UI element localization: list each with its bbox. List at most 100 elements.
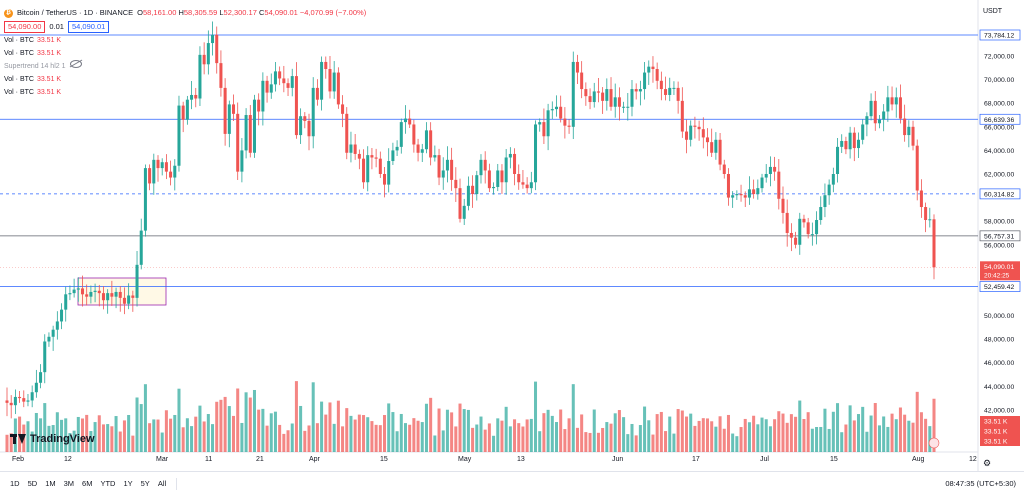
volume-bar[interactable] [718, 416, 722, 452]
candle-body[interactable] [240, 150, 244, 172]
candle-body[interactable] [827, 184, 831, 196]
candle-body[interactable] [538, 122, 542, 125]
volume-bar[interactable] [391, 412, 395, 452]
candle-body[interactable] [190, 94, 194, 100]
volume-bar[interactable] [26, 421, 30, 452]
volume-bar[interactable] [236, 388, 240, 452]
candle-body[interactable] [39, 372, 43, 383]
candle-body[interactable] [244, 115, 248, 151]
candle-body[interactable] [349, 144, 353, 153]
candle-body[interactable] [580, 72, 584, 90]
candle-body[interactable] [471, 185, 475, 195]
candle-body[interactable] [546, 110, 550, 137]
volume-bar[interactable] [580, 414, 584, 452]
volume-bar[interactable] [836, 403, 840, 452]
volume-bar[interactable] [47, 425, 51, 452]
volume-bar[interactable] [869, 415, 873, 452]
candle-body[interactable] [416, 144, 420, 153]
volume-bar[interactable] [496, 418, 500, 452]
candle-body[interactable] [588, 96, 592, 103]
candle-body[interactable] [571, 61, 575, 127]
candle-body[interactable] [286, 83, 290, 88]
volume-bar[interactable] [420, 422, 424, 452]
candle-body[interactable] [13, 396, 17, 406]
volume-bar[interactable] [244, 392, 248, 452]
candle-body[interactable] [903, 118, 907, 136]
volume-bar[interactable] [894, 419, 898, 452]
candle-body[interactable] [789, 232, 793, 238]
candle-body[interactable] [584, 89, 588, 97]
candle-body[interactable] [722, 164, 726, 174]
candle-body[interactable] [601, 92, 605, 101]
volume-bar[interactable] [441, 430, 445, 452]
volume-bar[interactable] [848, 405, 852, 452]
volume-bar[interactable] [374, 424, 378, 452]
candle-body[interactable] [458, 188, 462, 219]
candle-body[interactable] [282, 78, 286, 84]
candle-body[interactable] [655, 69, 659, 81]
candle-body[interactable] [596, 91, 600, 93]
candle-body[interactable] [173, 165, 177, 178]
candle-body[interactable] [206, 43, 210, 65]
candle-body[interactable] [194, 94, 198, 99]
candle-body[interactable] [563, 118, 567, 126]
range-5d[interactable]: 5D [27, 479, 38, 488]
candle-body[interactable] [236, 113, 240, 172]
candle-body[interactable] [156, 159, 160, 169]
volume-bar[interactable] [550, 415, 554, 452]
volume-bar[interactable] [915, 391, 919, 452]
candle-body[interactable] [483, 159, 487, 171]
volume-bar[interactable] [320, 401, 324, 452]
candle-body[interactable] [198, 54, 202, 99]
volume-bar[interactable] [563, 429, 567, 452]
volume-bar[interactable] [630, 423, 634, 452]
volume-bar[interactable] [9, 433, 13, 452]
volume-bar[interactable] [156, 419, 160, 452]
volume-bar[interactable] [647, 420, 651, 452]
volume-bar[interactable] [685, 416, 689, 452]
volume-bar[interactable] [571, 384, 575, 452]
candle-body[interactable] [819, 207, 823, 221]
clock-timezone[interactable]: 08:47:35 (UTC+5:30) [945, 479, 1016, 488]
volume-bar[interactable] [231, 415, 236, 452]
volume-bar[interactable] [890, 413, 894, 452]
volume-bar[interactable] [487, 423, 491, 452]
volume-bar[interactable] [810, 428, 814, 452]
candle-body[interactable] [252, 99, 256, 153]
candle-body[interactable] [856, 139, 861, 149]
volume-bar[interactable] [601, 427, 605, 452]
volume-bar[interactable] [588, 432, 592, 452]
candle-body[interactable] [114, 291, 118, 297]
candle-body[interactable] [865, 116, 869, 125]
volume-bar[interactable] [43, 403, 47, 452]
candle-body[interactable] [353, 144, 357, 154]
candle-body[interactable] [122, 297, 126, 304]
candle-body[interactable] [659, 80, 663, 90]
volume-bar[interactable] [697, 420, 701, 452]
range-1y[interactable]: 1Y [123, 479, 133, 488]
candle-body[interactable] [202, 54, 206, 65]
candle-body[interactable] [848, 132, 852, 150]
volume-bar[interactable] [387, 403, 391, 452]
candle-body[interactable] [647, 66, 651, 73]
candle-body[interactable] [496, 170, 500, 187]
candle-body[interactable] [622, 106, 626, 108]
volume-bar[interactable] [924, 418, 928, 452]
volume-bar[interactable] [584, 432, 588, 452]
candle-body[interactable] [43, 341, 47, 373]
volume-bar[interactable] [72, 430, 76, 452]
range-3m[interactable]: 3M [63, 479, 75, 488]
volume-bar[interactable] [110, 426, 114, 452]
candle-body[interactable] [387, 161, 391, 185]
candle-body[interactable] [554, 106, 558, 110]
candle-body[interactable] [630, 89, 634, 107]
candle-body[interactable] [760, 177, 764, 189]
candle-body[interactable] [705, 137, 710, 143]
volume-bar[interactable] [282, 433, 286, 452]
volume-bar[interactable] [51, 425, 55, 452]
volume-bar[interactable] [101, 424, 105, 452]
volume-bar[interactable] [450, 412, 454, 452]
candle-body[interactable] [815, 220, 819, 235]
volume-bar[interactable] [919, 412, 923, 452]
candle-body[interactable] [336, 72, 340, 105]
